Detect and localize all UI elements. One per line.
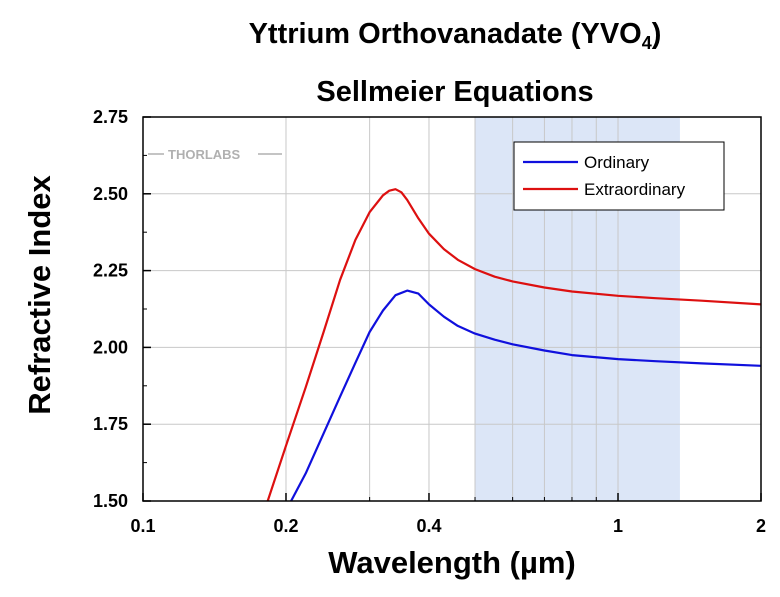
legend-label-ordinary: Ordinary: [584, 153, 650, 172]
watermark-logo: THORLABS: [168, 147, 241, 162]
y-tick-label: 2.25: [93, 261, 128, 281]
y-tick-label: 1.50: [93, 491, 128, 511]
x-tick-label: 0.2: [273, 516, 298, 536]
x-axis-label: Wavelength (µm): [328, 545, 576, 580]
y-tick-label: 2.75: [93, 107, 128, 127]
chart-subtitle: Sellmeier Equations: [316, 76, 594, 108]
y-tick-label: 1.75: [93, 414, 128, 434]
y-tick-label: 2.50: [93, 184, 128, 204]
x-tick-label: 0.4: [416, 516, 441, 536]
y-tick-label: 2.00: [93, 337, 128, 357]
series-line-extraordinary: [266, 188, 761, 501]
legend-label-extraordinary: Extraordinary: [584, 180, 686, 199]
x-tick-label: 2: [756, 516, 766, 536]
series-line-ordinary: [290, 289, 761, 501]
chart-title: Yttrium Orthovanadate (YVO4): [248, 18, 662, 53]
x-tick-label: 0.1: [130, 516, 155, 536]
y-axis-label: Refractive Index: [22, 174, 57, 414]
x-tick-label: 1: [613, 516, 623, 536]
legend-box: [513, 141, 725, 211]
